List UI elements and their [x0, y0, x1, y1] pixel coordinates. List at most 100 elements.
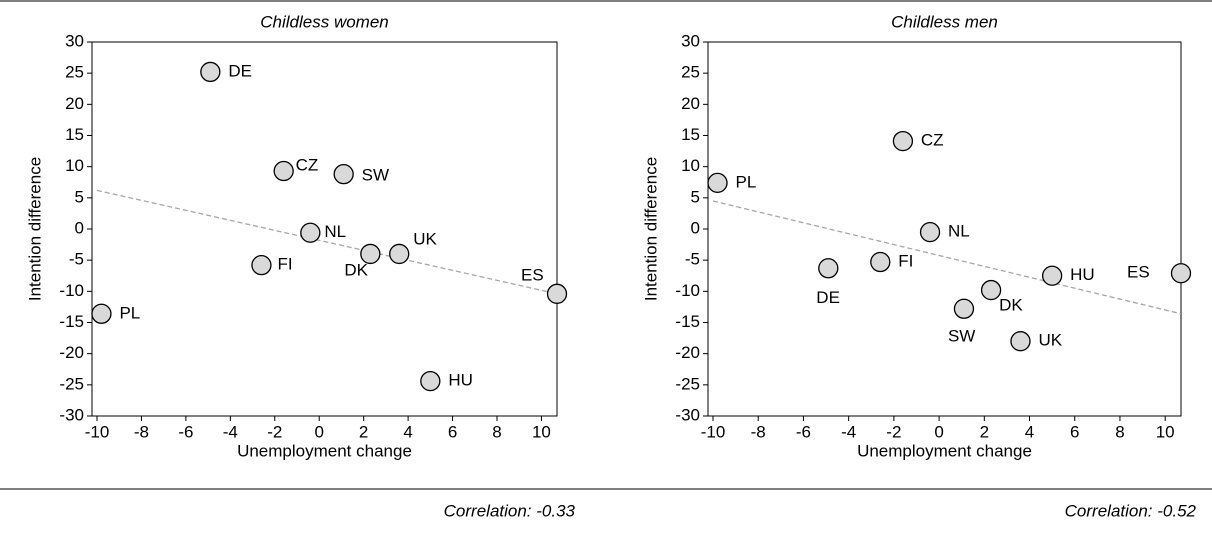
point-label: UK: [1038, 331, 1062, 350]
point: [980, 279, 1002, 301]
x-axis-label: Unemployment change: [237, 441, 412, 460]
annotation: Correlation: -0.52: [1065, 501, 1197, 520]
point-label: FI: [898, 252, 913, 271]
x-tick-label: 2: [359, 422, 368, 441]
point-label: ES: [1127, 263, 1150, 282]
x-tick-label: 10: [532, 422, 551, 441]
y-tick-label: -25: [59, 374, 84, 393]
point: [333, 163, 354, 185]
point-label: FI: [277, 255, 292, 274]
x-tick-label: 6: [1070, 422, 1079, 441]
point-label: CZ: [921, 131, 944, 150]
point-label: DE: [816, 288, 840, 307]
point: [360, 243, 381, 265]
y-tick-label: -15: [675, 312, 700, 331]
y-tick-label: -20: [675, 343, 700, 362]
point: [818, 258, 839, 279]
point-label: DK: [999, 296, 1023, 315]
point: [273, 160, 294, 182]
point: [300, 222, 321, 243]
x-tick-label: 8: [492, 422, 501, 441]
x-axis-label: Unemployment change: [857, 441, 1032, 460]
y-tick-label: 5: [691, 187, 700, 206]
point-label: PL: [119, 303, 140, 322]
plot-frame: [707, 41, 1182, 417]
y-tick-label: -30: [59, 405, 84, 424]
y-tick-label: 0: [691, 218, 700, 237]
x-tick-label: 10: [1156, 422, 1175, 441]
x-tick-label: -6: [796, 422, 811, 441]
y-tick-label: -5: [685, 250, 700, 269]
point-label: CZ: [296, 156, 319, 175]
point-label: PL: [736, 172, 757, 191]
y-tick-label: 10: [65, 156, 84, 175]
point: [1010, 331, 1031, 352]
y-tick-label: 0: [75, 218, 84, 237]
point: [251, 255, 272, 276]
y-axis-label: Intention difference: [25, 157, 44, 301]
y-tick-label: -5: [69, 250, 84, 269]
x-tick-label: 4: [403, 422, 412, 441]
chart-title: Childless men: [891, 12, 998, 31]
point: [389, 243, 410, 265]
point-label: NL: [948, 222, 970, 241]
x-tick-label: 0: [314, 422, 323, 441]
y-tick-label: -10: [675, 281, 700, 300]
point: [919, 221, 941, 243]
y-tick-label: 15: [65, 125, 84, 144]
x-tick-label: -10: [701, 422, 726, 441]
point-label: NL: [324, 222, 346, 241]
x-tick-label: -4: [841, 422, 856, 441]
x-tick-label: -2: [267, 422, 282, 441]
point: [1041, 265, 1063, 286]
point: [1170, 263, 1192, 284]
y-tick-label: 15: [681, 125, 700, 144]
point: [420, 370, 441, 392]
x-tick-label: -4: [223, 422, 238, 441]
trend-line: [712, 200, 1182, 315]
y-tick-label: -20: [59, 343, 84, 362]
y-tick-label: 20: [681, 94, 700, 113]
y-tick-label: 10: [681, 156, 700, 175]
y-tick-label: -10: [59, 281, 84, 300]
y-tick-label: -25: [675, 374, 700, 393]
point: [870, 251, 891, 273]
point-label: DE: [228, 61, 252, 80]
point: [707, 172, 728, 194]
point-label: SW: [362, 166, 389, 185]
point-label: DK: [344, 260, 368, 279]
y-tick-label: -30: [675, 405, 700, 424]
x-tick-label: 8: [1115, 422, 1124, 441]
y-tick-label: 25: [65, 63, 84, 82]
x-tick-label: -6: [178, 422, 193, 441]
point-label: HU: [1070, 265, 1095, 284]
chart-title: Childless women: [260, 12, 389, 31]
trend-line: [96, 189, 558, 295]
point-label: HU: [448, 371, 473, 390]
point: [546, 283, 568, 304]
x-tick-label: 6: [448, 422, 457, 441]
x-tick-label: 0: [934, 422, 943, 441]
y-tick-label: -15: [59, 312, 84, 331]
y-tick-label: 25: [681, 63, 700, 82]
y-tick-label: 30: [681, 31, 700, 50]
y-tick-label: 30: [65, 31, 84, 50]
x-tick-label: 2: [980, 422, 989, 441]
point: [953, 298, 975, 319]
x-tick-label: -8: [134, 422, 149, 441]
y-tick-label: 20: [65, 94, 84, 113]
x-tick-label: -2: [886, 422, 901, 441]
point-label: UK: [413, 229, 437, 248]
annotation: Correlation: -0.33: [444, 501, 576, 520]
y-tick-label: 5: [75, 187, 84, 206]
point: [200, 61, 221, 83]
point-label: ES: [521, 265, 544, 284]
point: [892, 130, 914, 152]
x-tick-label: -8: [751, 422, 766, 441]
x-tick-label: -10: [85, 422, 110, 441]
point-label: SW: [948, 326, 975, 345]
x-tick-label: 4: [1025, 422, 1034, 441]
y-axis-label: Intention difference: [641, 157, 660, 301]
point: [91, 303, 112, 324]
